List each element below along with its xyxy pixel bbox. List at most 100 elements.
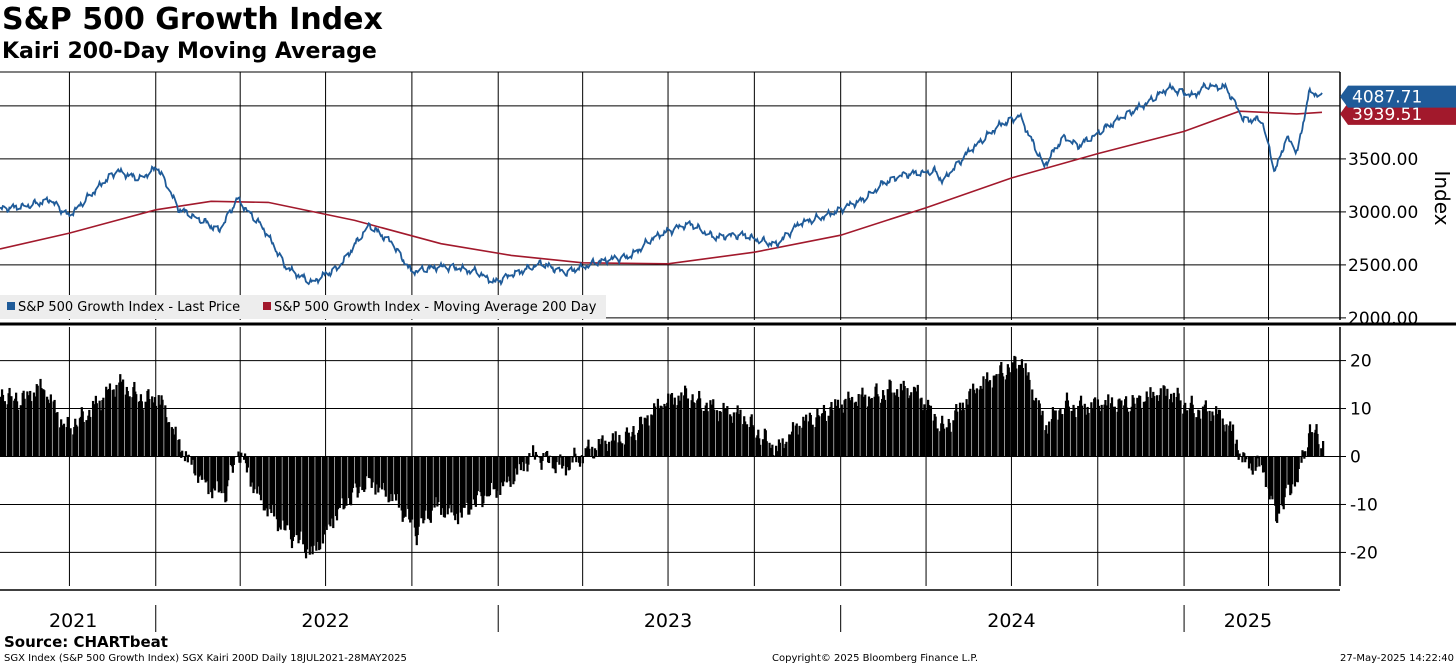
kairi-bar — [519, 456, 523, 471]
kairi-bar — [161, 399, 164, 457]
kairi-bar — [179, 452, 182, 457]
kairi-bar — [558, 456, 561, 465]
kairi-bar — [541, 456, 544, 461]
kairi-bar — [232, 456, 235, 465]
kairi-bar — [246, 456, 249, 468]
kairi-bar — [319, 456, 322, 550]
kairi-bar — [174, 426, 177, 457]
kairi-bar — [647, 425, 650, 457]
kairi-bar — [1120, 400, 1123, 457]
kairi-bar — [502, 456, 506, 482]
kairi-bar — [571, 456, 574, 463]
x-tick-label: 2022 — [301, 610, 349, 632]
kairi-bar — [513, 456, 516, 482]
top-panel-grid — [0, 71, 1340, 320]
kairi-bar — [870, 397, 873, 457]
kairi-bar — [1304, 451, 1307, 457]
kairi-bar — [305, 456, 309, 550]
kairi-bar — [266, 456, 269, 517]
kairi-bar — [227, 456, 230, 481]
kairi-bar — [533, 456, 537, 460]
x-tick-label: 2021 — [49, 610, 97, 632]
kairi-bar — [532, 455, 536, 457]
kairi-bar — [619, 441, 622, 457]
kairi-bar — [89, 416, 92, 457]
kairi-bar — [555, 456, 558, 463]
kairi-bar — [332, 456, 335, 529]
kairi-bar — [121, 379, 125, 457]
kairi-bar — [778, 442, 781, 457]
kairi-bar — [975, 388, 979, 457]
kairi-bar — [782, 448, 785, 457]
kairi-bar — [1179, 400, 1182, 457]
kairi-bar — [1237, 456, 1240, 460]
price-lines — [0, 81, 1323, 287]
kairi-bar — [1212, 415, 1215, 457]
kairi-bar — [1238, 453, 1241, 457]
kairi-bar — [1067, 406, 1070, 457]
kairi-bar — [1243, 453, 1246, 457]
kairi-bar — [916, 384, 919, 457]
kairi-bar — [857, 394, 860, 457]
kairi-bar — [522, 456, 525, 472]
kairi-bar — [286, 456, 289, 526]
kairi-bar — [969, 388, 972, 457]
kairi-bar — [1225, 424, 1228, 457]
kairi-bar — [719, 411, 722, 457]
kairi-bar — [154, 405, 158, 457]
kairi-bar — [1277, 456, 1281, 514]
kairi-bar — [1107, 394, 1110, 457]
kairi-bar — [115, 384, 118, 457]
axes: 2000.002500.003000.003500.00-20-10010202… — [0, 72, 1456, 632]
kairi-bar — [292, 456, 295, 537]
kairi-bar — [1172, 392, 1176, 457]
y-tick-label: -20 — [1350, 543, 1378, 563]
kairi-bar — [580, 455, 584, 457]
kairi-bar — [621, 443, 624, 457]
kairi-bar — [424, 456, 427, 511]
kairi-bar — [1034, 397, 1038, 457]
kairi-bar — [1284, 456, 1287, 489]
kairi-bar — [699, 409, 703, 457]
kairi-bar — [1302, 451, 1305, 457]
kairi-bar — [240, 452, 243, 457]
kairi-bar — [184, 451, 188, 457]
kairi-bar — [1205, 411, 1208, 457]
kairi-bar — [1245, 456, 1248, 460]
kairi-bar — [824, 420, 827, 457]
kairi-bar — [384, 456, 387, 497]
kairi-bar — [1166, 388, 1169, 457]
kairi-bar — [706, 411, 709, 457]
kairi-bar — [1041, 410, 1044, 457]
kairi-bar — [1002, 376, 1005, 457]
kairi-bar — [102, 397, 105, 457]
kairi-bar — [243, 456, 246, 460]
kairi-bar — [1291, 456, 1294, 485]
kairi-bar — [194, 456, 197, 476]
kairi-bar — [185, 455, 189, 457]
kairi-bar — [1192, 413, 1195, 457]
kairi-bar — [1008, 372, 1011, 457]
kairi-bar — [592, 456, 596, 459]
kairi-bar — [397, 456, 401, 508]
kairi-bar — [239, 456, 242, 463]
kairi-bar — [489, 456, 492, 483]
kairi-bar — [62, 423, 66, 457]
kairi-bar — [573, 447, 576, 457]
kairi-bar — [527, 456, 530, 465]
last-value-tags: 3939.51 4087.71 — [1340, 85, 1456, 125]
kairi-bar — [811, 424, 814, 457]
y-tick-label: 3500.00 — [1348, 150, 1418, 170]
kairi-bar — [548, 455, 552, 457]
kairi-bar — [49, 394, 52, 457]
last-price-line — [0, 81, 1323, 287]
kairi-bar — [883, 399, 887, 457]
kairi-bar — [559, 454, 562, 457]
y-axis-title: Index — [1430, 170, 1454, 225]
kairi-bar — [1244, 456, 1247, 463]
kairi-bar — [686, 398, 690, 457]
kairi-bar — [1054, 410, 1057, 457]
kairi-bar — [910, 392, 913, 457]
kairi-bar — [562, 456, 565, 466]
